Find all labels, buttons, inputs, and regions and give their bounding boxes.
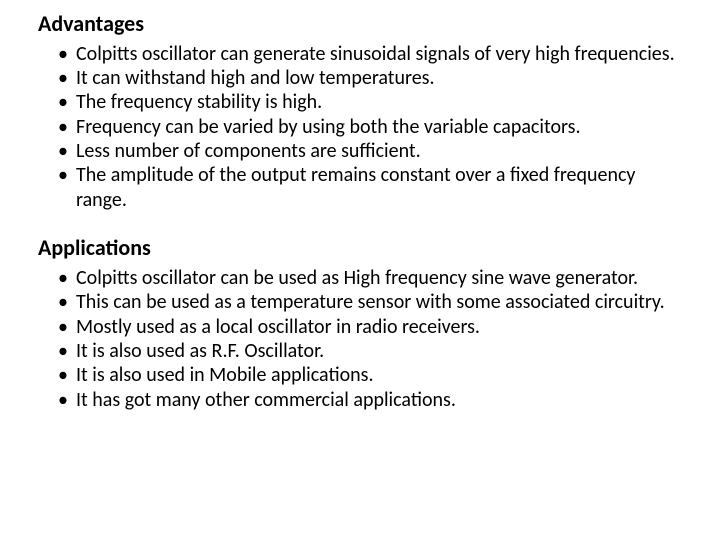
- section-heading-applications: Applications: [38, 234, 682, 262]
- section-heading-advantages: Advantages: [38, 10, 682, 38]
- list-item: The amplitude of the output remains cons…: [58, 163, 682, 212]
- applications-list: Colpitts oscillator can be used as High …: [38, 266, 682, 412]
- list-item: It is also used in Mobile applications.: [58, 363, 682, 387]
- list-item: Less number of components are sufficient…: [58, 139, 682, 163]
- list-item: Frequency can be varied by using both th…: [58, 115, 682, 139]
- list-item: It has got many other commercial applica…: [58, 388, 682, 412]
- list-item: This can be used as a temperature sensor…: [58, 290, 682, 314]
- list-item: Colpitts oscillator can be used as High …: [58, 266, 682, 290]
- list-item: It is also used as R.F. Oscillator.: [58, 339, 682, 363]
- list-item: It can withstand high and low temperatur…: [58, 66, 682, 90]
- advantages-list: Colpitts oscillator can generate sinusoi…: [38, 42, 682, 213]
- slide: Advantages Colpitts oscillator can gener…: [0, 0, 720, 540]
- list-item: The frequency stability is high.: [58, 90, 682, 114]
- list-item: Mostly used as a local oscillator in rad…: [58, 315, 682, 339]
- list-item: Colpitts oscillator can generate sinusoi…: [58, 42, 682, 66]
